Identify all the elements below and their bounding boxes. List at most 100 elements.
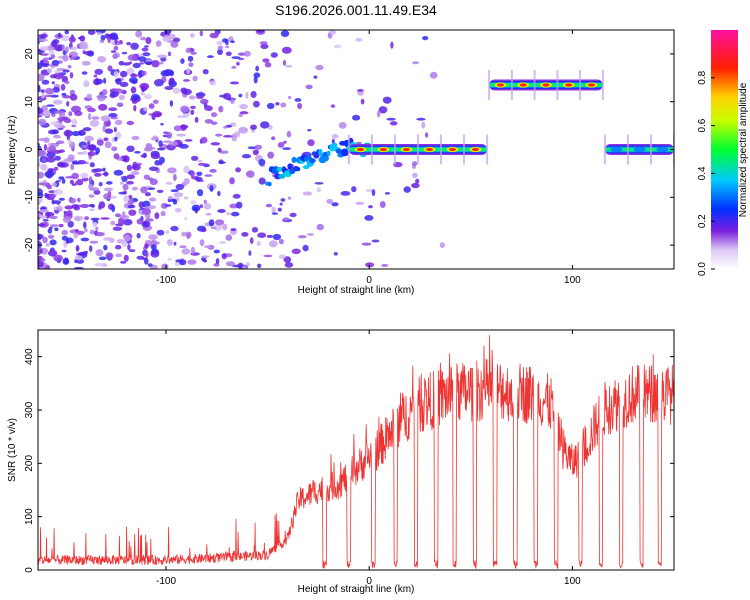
colorbar-tick-label: 0.8 — [697, 70, 708, 84]
noise-blob — [381, 263, 389, 267]
noise-blob — [71, 183, 77, 186]
snr-frame — [37, 329, 675, 571]
noise-blob — [48, 234, 55, 239]
noise-blob — [111, 146, 118, 152]
drift-blob — [278, 173, 286, 179]
noise-blob — [47, 145, 57, 153]
noise-blob — [229, 177, 235, 185]
noise-blob — [167, 51, 172, 57]
noise-blob — [54, 227, 59, 232]
noise-blob — [58, 149, 65, 153]
drift-blob — [276, 166, 283, 172]
noise-blob — [89, 240, 99, 244]
noise-blob — [266, 102, 275, 110]
noise-blob — [183, 196, 189, 200]
noise-blob — [221, 253, 227, 260]
noise-blob — [185, 47, 191, 54]
noise-blob — [160, 210, 166, 217]
noise-blob — [217, 190, 221, 197]
noise-blob — [131, 73, 136, 77]
noise-blob — [64, 205, 74, 210]
noise-blob — [160, 70, 170, 77]
noise-blob — [131, 171, 140, 176]
noise-blob — [126, 67, 135, 75]
noise-blob — [105, 181, 113, 185]
noise-blob — [63, 216, 71, 224]
tone-spike — [370, 134, 373, 165]
noise-blob — [99, 39, 105, 44]
noise-blob — [70, 46, 78, 51]
noise-blob — [217, 147, 222, 153]
colorbar-gradient — [711, 30, 738, 269]
noise-blob — [196, 95, 204, 100]
noise-blob — [164, 86, 174, 90]
noise-blob — [91, 168, 98, 173]
noise-blob — [179, 259, 187, 266]
noise-blob — [307, 139, 315, 147]
noise-blob — [70, 163, 75, 171]
noise-blob — [50, 74, 57, 79]
noise-blob — [140, 92, 145, 96]
noise-blob — [120, 176, 125, 179]
noise-blob — [174, 262, 181, 266]
noise-blob — [280, 102, 287, 108]
snr-y-ticks: 0 100 200 300 400 — [24, 348, 674, 573]
noise-blob — [61, 249, 67, 253]
noise-blob — [297, 102, 303, 110]
spectrogram-y-ticks: 20 10 0 -10 -20 — [24, 48, 674, 252]
y-tick-label: 0 — [24, 567, 35, 573]
noise-blob — [58, 197, 65, 201]
tone-peak — [379, 147, 387, 152]
noise-blob — [45, 243, 50, 247]
noise-blob — [46, 88, 55, 95]
noise-blob — [136, 218, 143, 225]
noise-blob — [355, 201, 365, 205]
noise-blob — [65, 176, 75, 179]
figure-title: S196.2026.001.11.49.E34 — [275, 2, 437, 18]
noise-blob — [147, 177, 154, 181]
noise-blob — [187, 55, 194, 62]
noise-blob — [154, 79, 164, 87]
noise-blob — [118, 94, 125, 101]
y-tick-label: 300 — [24, 401, 35, 418]
noise-blob — [386, 117, 396, 121]
noise-blob — [154, 212, 160, 220]
tone-spike — [347, 134, 350, 165]
noise-blob — [231, 65, 237, 69]
noise-blob — [411, 182, 420, 189]
tone-spike — [533, 70, 536, 100]
noise-blob — [225, 38, 229, 46]
noise-blob — [439, 242, 445, 249]
noise-blob — [95, 226, 99, 231]
noise-blob — [128, 61, 132, 65]
noise-blob — [253, 100, 260, 108]
noise-blob — [100, 34, 106, 42]
noise-blob — [284, 262, 294, 268]
noise-blob — [271, 136, 276, 141]
noise-blob — [46, 156, 56, 163]
tone-peak — [565, 83, 573, 87]
noise-blob — [175, 183, 184, 191]
noise-blob — [132, 62, 141, 69]
noise-blob — [329, 30, 336, 36]
noise-blob — [150, 153, 161, 160]
noise-blob — [160, 122, 164, 126]
noise-blob — [144, 59, 153, 62]
noise-blob — [280, 30, 290, 37]
noise-blob — [44, 110, 51, 117]
noise-blob — [167, 167, 177, 174]
noise-blob — [120, 261, 127, 264]
noise-blob — [225, 234, 233, 241]
noise-blob — [69, 93, 78, 101]
noise-blob — [46, 104, 55, 107]
noise-blob — [305, 84, 313, 90]
noise-blob — [66, 237, 74, 244]
noise-blob — [211, 112, 218, 118]
noise-blob — [74, 259, 78, 264]
noise-blob — [51, 81, 55, 85]
noise-blob — [326, 198, 334, 204]
noise-blob — [66, 210, 73, 217]
noise-blob — [144, 243, 149, 249]
noise-blob — [67, 64, 72, 69]
noise-blob — [131, 164, 141, 171]
